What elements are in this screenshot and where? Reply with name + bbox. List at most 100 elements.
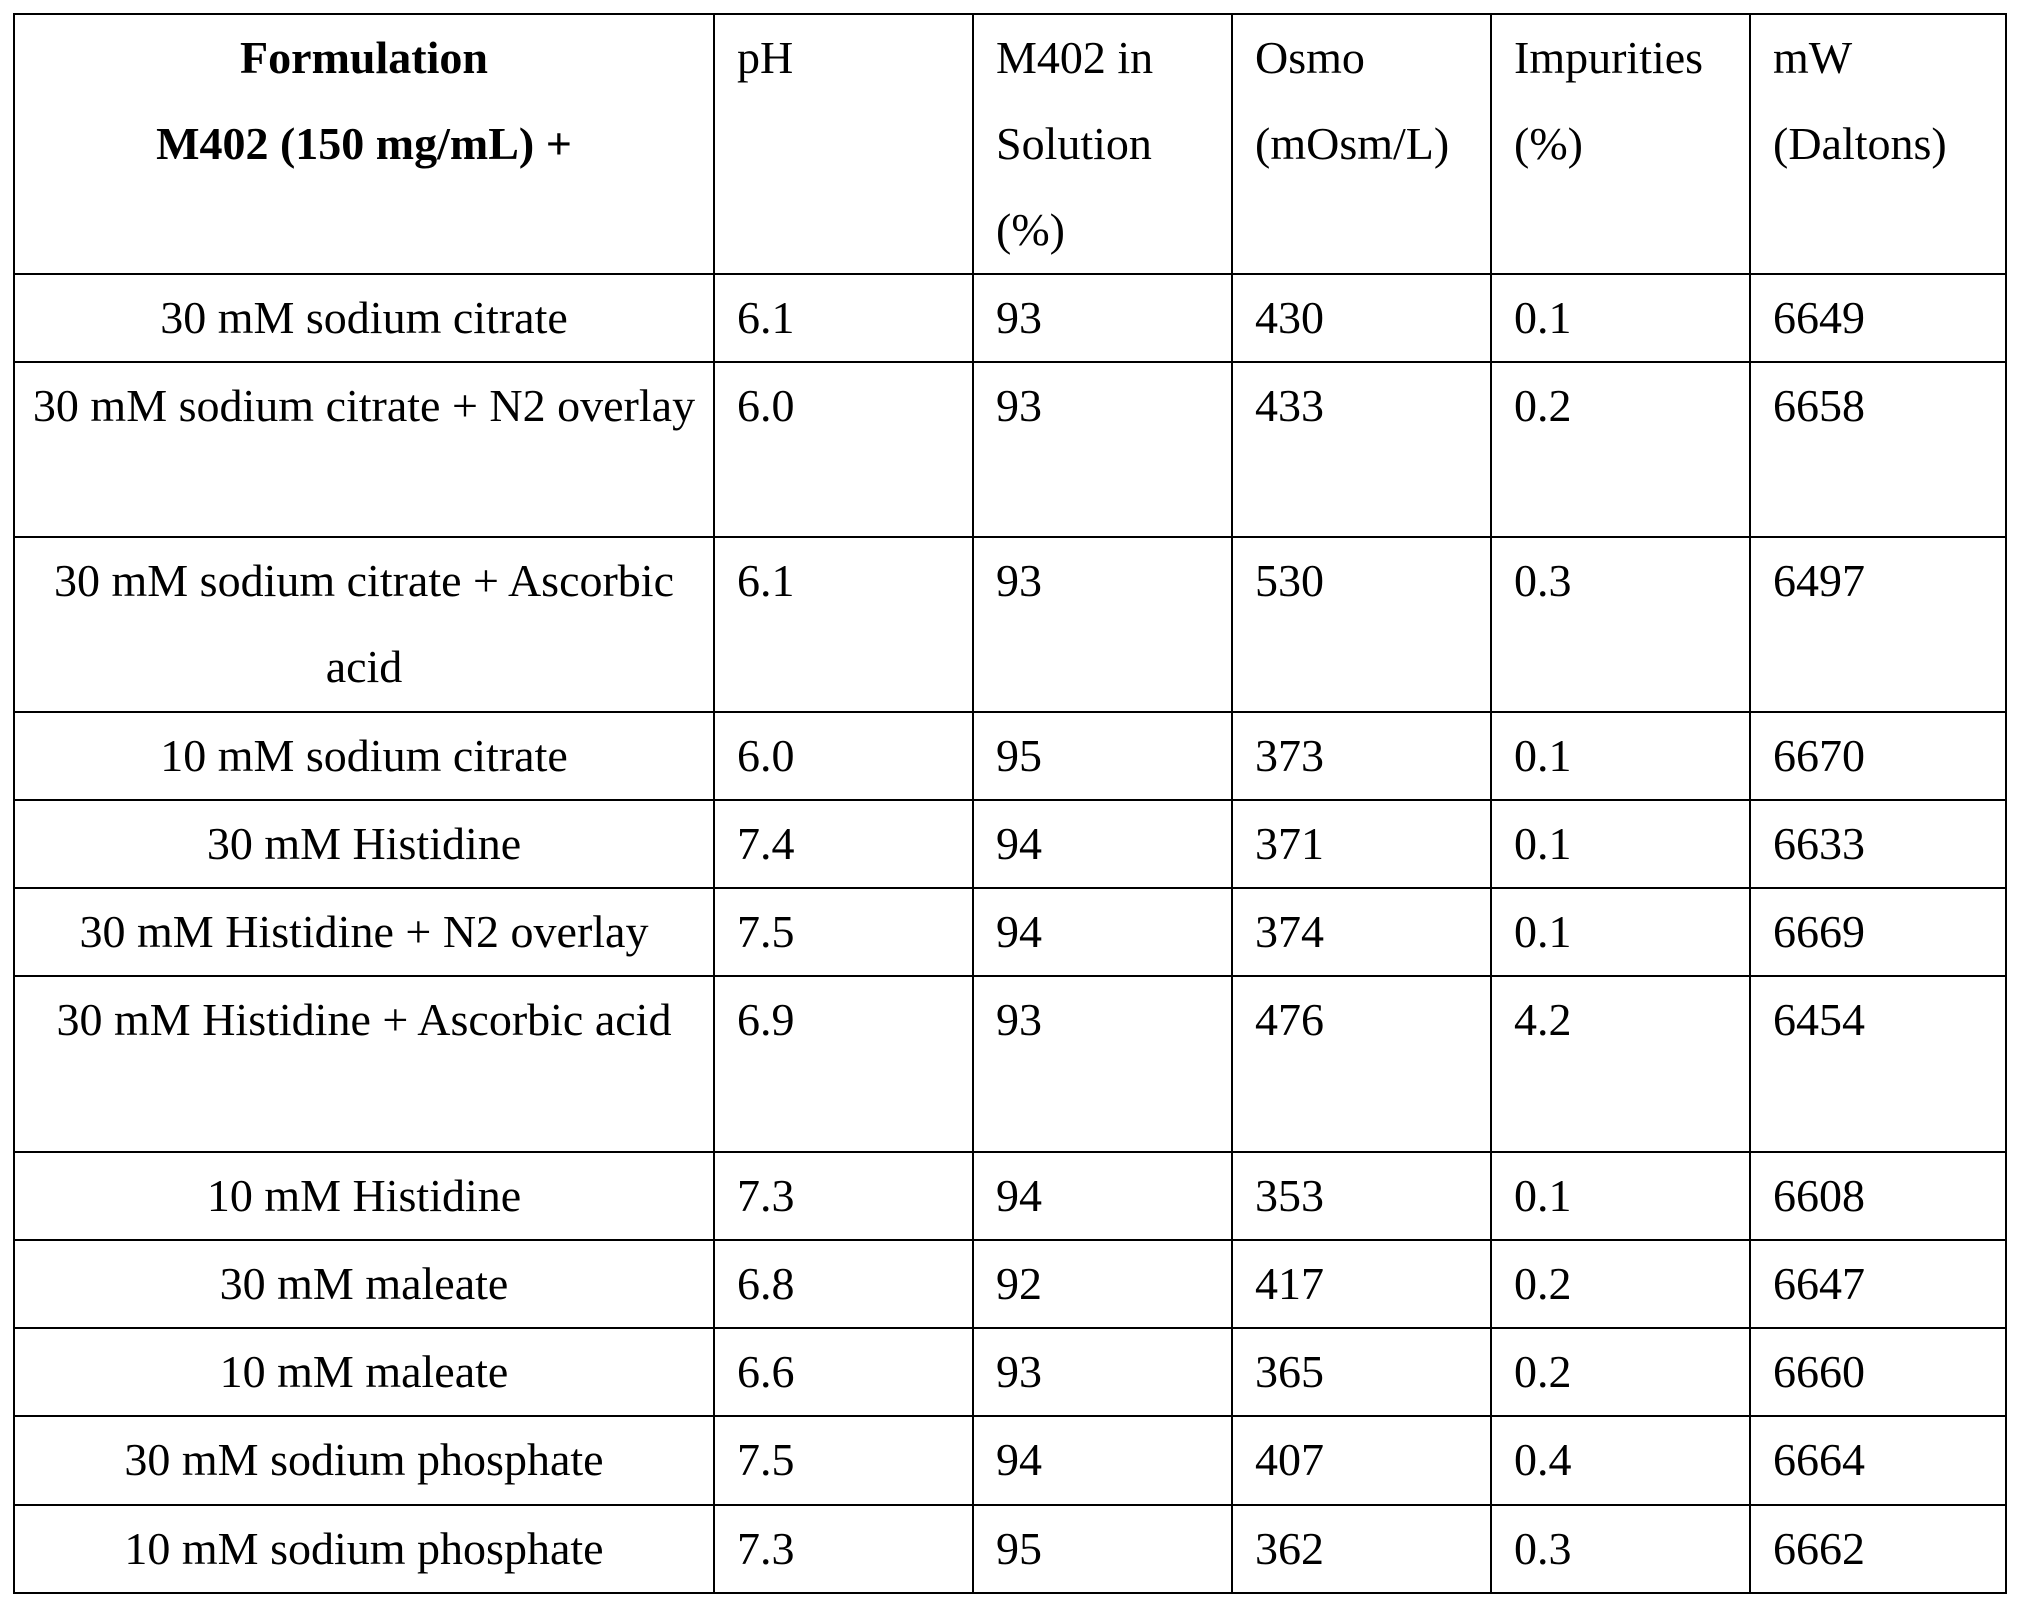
table-cell: 10 mM sodium phosphate — [14, 1505, 714, 1593]
table-cell: 30 mM maleate — [14, 1240, 714, 1328]
header-cell: M402 inSolution(%) — [973, 14, 1232, 274]
table-row: 30 mM sodium citrate + Ascorbic acid6.19… — [14, 537, 2006, 712]
table-cell: 7.5 — [714, 888, 973, 976]
table-cell: 0.4 — [1491, 1416, 1750, 1505]
table-row: 30 mM sodium phosphate7.5944070.46664 — [14, 1416, 2006, 1505]
table-cell: 30 mM sodium phosphate — [14, 1416, 714, 1505]
header-text: (mOsm/L) — [1255, 101, 1490, 187]
table-cell: 7.3 — [714, 1152, 973, 1240]
table-cell: 0.1 — [1491, 800, 1750, 888]
data-table: FormulationM402 (150 mg/mL) +pHM402 inSo… — [13, 13, 2007, 1594]
table-cell: 30 mM sodium citrate — [14, 274, 714, 362]
table-cell: 6.1 — [714, 537, 973, 712]
table-row: 10 mM sodium phosphate7.3953620.36662 — [14, 1505, 2006, 1593]
table-cell: 10 mM sodium citrate — [14, 712, 714, 800]
header-text: M402 in — [996, 15, 1231, 101]
table-row: 10 mM maleate6.6933650.26660 — [14, 1328, 2006, 1416]
header-cell: FormulationM402 (150 mg/mL) + — [14, 14, 714, 274]
header-text: (%) — [1514, 101, 1749, 187]
table-cell: 93 — [973, 274, 1232, 362]
table-cell: 0.1 — [1491, 712, 1750, 800]
table-cell: 0.2 — [1491, 362, 1750, 537]
table-row: 10 mM sodium citrate6.0953730.16670 — [14, 712, 2006, 800]
table-row: 30 mM Histidine + Ascorbic acid6.9934764… — [14, 976, 2006, 1152]
table-cell: 6669 — [1750, 888, 2006, 976]
table-cell: 6497 — [1750, 537, 2006, 712]
table-cell: 94 — [973, 800, 1232, 888]
table-row: 30 mM sodium citrate + N2 overlay6.09343… — [14, 362, 2006, 537]
table-cell: 30 mM Histidine — [14, 800, 714, 888]
table-cell: 10 mM maleate — [14, 1328, 714, 1416]
table-cell: 6.0 — [714, 712, 973, 800]
table-cell: 6670 — [1750, 712, 2006, 800]
table-cell: 362 — [1232, 1505, 1491, 1593]
table-cell: 94 — [973, 1152, 1232, 1240]
table-cell: 94 — [973, 1416, 1232, 1505]
table-cell: 0.1 — [1491, 274, 1750, 362]
table-cell: 417 — [1232, 1240, 1491, 1328]
header-cell: mW(Daltons) — [1750, 14, 2006, 274]
header-text: (%) — [996, 187, 1231, 273]
table-cell: 30 mM Histidine + N2 overlay — [14, 888, 714, 976]
table-cell: 6647 — [1750, 1240, 2006, 1328]
table-cell: 6.1 — [714, 274, 973, 362]
table-cell: 6633 — [1750, 800, 2006, 888]
table-cell: 4.2 — [1491, 976, 1750, 1152]
table-cell: 0.2 — [1491, 1328, 1750, 1416]
header-text: Formulation — [15, 15, 713, 101]
table-cell: 30 mM sodium citrate + N2 overlay — [14, 362, 714, 537]
table-cell: 30 mM sodium citrate + Ascorbic acid — [14, 537, 714, 712]
table-cell: 0.3 — [1491, 1505, 1750, 1593]
table-cell: 6454 — [1750, 976, 2006, 1152]
header-cell: pH — [714, 14, 973, 274]
table-cell: 430 — [1232, 274, 1491, 362]
table-cell: 6649 — [1750, 274, 2006, 362]
table-cell: 7.5 — [714, 1416, 973, 1505]
header-text: M402 (150 mg/mL) + — [15, 101, 713, 187]
table-cell: 95 — [973, 1505, 1232, 1593]
table-cell: 10 mM Histidine — [14, 1152, 714, 1240]
header-text: mW — [1773, 15, 2005, 101]
table-row: 30 mM Histidine7.4943710.16633 — [14, 800, 2006, 888]
header-cell: Impurities(%) — [1491, 14, 1750, 274]
table-row: 30 mM maleate6.8924170.26647 — [14, 1240, 2006, 1328]
table-cell: 7.3 — [714, 1505, 973, 1593]
table-cell: 476 — [1232, 976, 1491, 1152]
table-row: 30 mM sodium citrate6.1934300.16649 — [14, 274, 2006, 362]
table-cell: 6.8 — [714, 1240, 973, 1328]
header-cell: Osmo(mOsm/L) — [1232, 14, 1491, 274]
header-row: FormulationM402 (150 mg/mL) +pHM402 inSo… — [14, 14, 2006, 274]
table-cell: 407 — [1232, 1416, 1491, 1505]
table-row: 30 mM Histidine + N2 overlay7.5943740.16… — [14, 888, 2006, 976]
table-cell: 95 — [973, 712, 1232, 800]
table-cell: 6664 — [1750, 1416, 2006, 1505]
table-cell: 94 — [973, 888, 1232, 976]
table-cell: 93 — [973, 976, 1232, 1152]
table-cell: 374 — [1232, 888, 1491, 976]
table-cell: 0.2 — [1491, 1240, 1750, 1328]
header-text: Solution — [996, 101, 1231, 187]
table-cell: 373 — [1232, 712, 1491, 800]
table-cell: 93 — [973, 362, 1232, 537]
table-cell: 353 — [1232, 1152, 1491, 1240]
table-cell: 433 — [1232, 362, 1491, 537]
table-cell: 6660 — [1750, 1328, 2006, 1416]
header-text: pH — [737, 15, 972, 101]
header-text: Osmo — [1255, 15, 1490, 101]
table-cell: 530 — [1232, 537, 1491, 712]
table-row: 10 mM Histidine7.3943530.16608 — [14, 1152, 2006, 1240]
table-cell: 6.0 — [714, 362, 973, 537]
table-cell: 6662 — [1750, 1505, 2006, 1593]
table-cell: 0.1 — [1491, 888, 1750, 976]
header-text: Impurities — [1514, 15, 1749, 101]
table-cell: 93 — [973, 1328, 1232, 1416]
table-cell: 93 — [973, 537, 1232, 712]
table-cell: 0.1 — [1491, 1152, 1750, 1240]
table-cell: 6608 — [1750, 1152, 2006, 1240]
table-cell: 0.3 — [1491, 537, 1750, 712]
table-cell: 6.9 — [714, 976, 973, 1152]
table-cell: 365 — [1232, 1328, 1491, 1416]
table-cell: 30 mM Histidine + Ascorbic acid — [14, 976, 714, 1152]
table-cell: 7.4 — [714, 800, 973, 888]
